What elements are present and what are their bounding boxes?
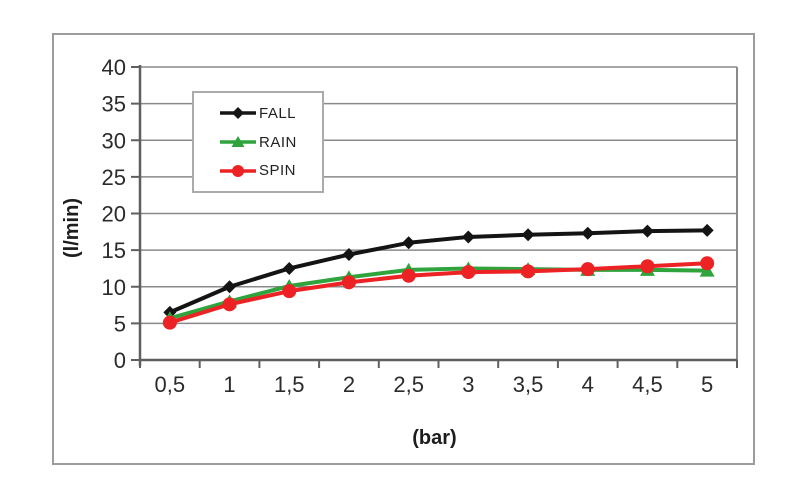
legend-item-spin: SPIN: [218, 162, 322, 179]
y-tick-label-35: 35: [102, 92, 126, 117]
legend: FALL RAIN SPIN: [192, 91, 324, 193]
x-tick-label-3: 3: [462, 372, 474, 397]
x-tick-label-1.5: 1,5: [274, 372, 305, 397]
chart-border: [52, 33, 755, 465]
data-point-spin-5: [700, 256, 715, 271]
y-tick-label-5: 5: [114, 311, 126, 336]
data-point-fall-4.5: [640, 224, 654, 238]
x-tick-label-2.5: 2,5: [393, 372, 424, 397]
legend-label-rain: RAIN: [259, 133, 297, 151]
data-point-spin-4: [580, 262, 595, 277]
data-point-spin-4.5: [640, 259, 655, 274]
y-tick-label-15: 15: [102, 238, 126, 263]
data-point-spin-1: [222, 297, 237, 312]
legend-item-fall: FALL: [218, 105, 322, 122]
y-axis-title: (l/min): [61, 198, 83, 258]
data-point-fall-1: [223, 280, 237, 294]
y-tick-label-10: 10: [102, 275, 126, 300]
series-line-fall: [167, 228, 710, 315]
data-point-fall-5: [700, 223, 714, 237]
legend-label-fall: FALL: [259, 104, 297, 122]
data-point-fall-4: [581, 226, 595, 240]
data-point-spin-0.5: [162, 315, 177, 330]
spin-line-circle-icon: [220, 164, 256, 177]
data-point-spin-1.5: [282, 284, 297, 299]
data-point-fall-2: [342, 248, 356, 262]
data-point-spin-3: [461, 265, 476, 280]
x-tick-label-1: 1: [223, 372, 235, 397]
x-tick-label-3.5: 3,5: [513, 372, 544, 397]
data-point-spin-3.5: [521, 264, 536, 279]
data-point-spin-2: [341, 275, 356, 290]
data-point-spin-2.5: [401, 268, 416, 283]
y-tick-label-40: 40: [102, 55, 126, 80]
x-axis-title: (bar): [412, 427, 456, 449]
legend-label-spin: SPIN: [259, 162, 297, 180]
series-line-rain: [167, 266, 710, 321]
data-point-fall-1.5: [282, 261, 296, 275]
data-point-fall-3.5: [521, 228, 535, 242]
data-point-fall-3: [461, 230, 475, 244]
x-tick-label-5: 5: [701, 372, 713, 397]
y-tick-label-0: 0: [114, 348, 126, 373]
y-tick-label-25: 25: [102, 165, 126, 190]
series-line-spin: [167, 261, 710, 325]
fall-line-diamond-icon: [220, 107, 256, 120]
x-tick-label-0.5: 0,5: [155, 372, 186, 397]
x-tick-label-2: 2: [343, 372, 355, 397]
x-tick-label-4: 4: [582, 372, 594, 397]
y-tick-label-30: 30: [102, 128, 126, 153]
x-tick-label-4.5: 4,5: [632, 372, 663, 397]
legend-item-rain: RAIN: [218, 134, 322, 151]
data-point-fall-2.5: [402, 236, 416, 250]
rain-line-triangle-icon: [220, 136, 256, 147]
y-tick-label-20: 20: [102, 202, 126, 227]
